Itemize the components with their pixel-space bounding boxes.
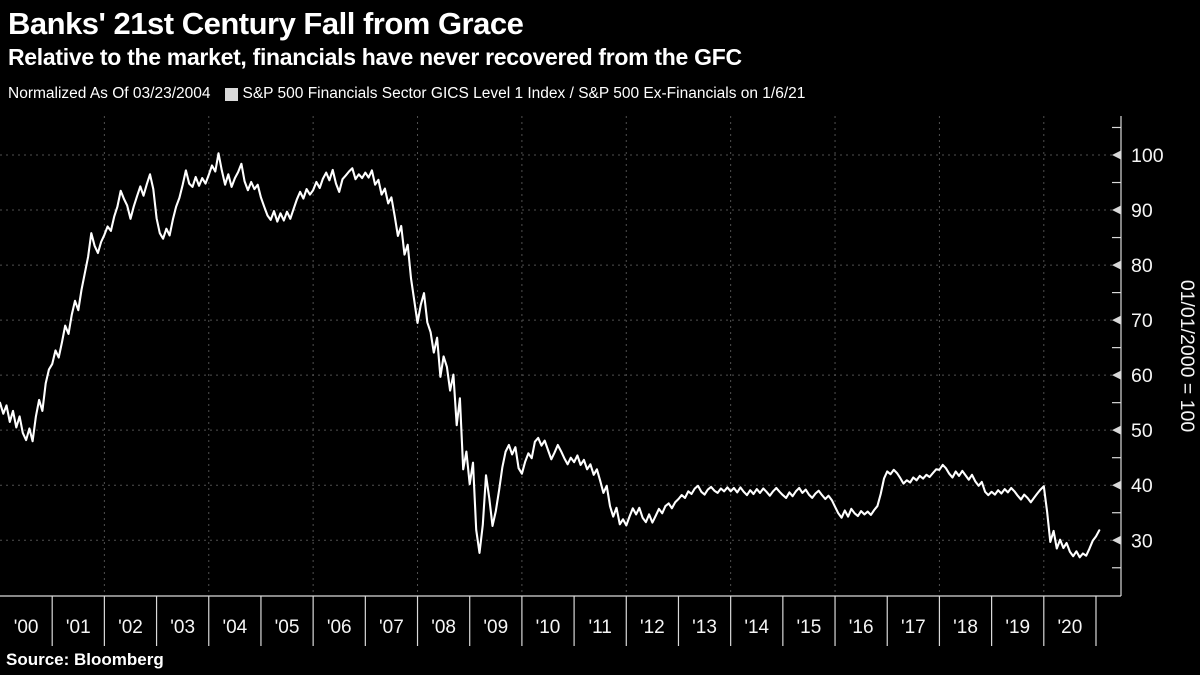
svg-text:'09: '09 [483,617,508,638]
svg-text:50: 50 [1131,420,1153,442]
chart-header: Banks' 21st Century Fall from Grace Rela… [0,0,1200,104]
svg-text:01/01/2000 = 100: 01/01/2000 = 100 [1176,280,1198,433]
svg-text:'18: '18 [953,617,978,638]
source-label: Source: Bloomberg [6,650,164,669]
legend-series-item: S&P 500 Financials Sector GICS Level 1 I… [225,84,805,104]
svg-text:'19: '19 [1005,617,1030,638]
chart-title: Banks' 21st Century Fall from Grace [8,6,524,41]
svg-text:'06: '06 [327,617,352,638]
svg-text:'20: '20 [1058,617,1083,638]
svg-text:90: 90 [1131,200,1153,222]
svg-text:60: 60 [1131,365,1153,387]
svg-text:'03: '03 [170,617,195,638]
svg-text:'02: '02 [118,617,143,638]
legend-series-marker-icon [225,87,239,101]
svg-text:'14: '14 [744,617,769,638]
svg-text:40: 40 [1131,475,1153,497]
svg-text:'15: '15 [797,617,822,638]
legend: Normalized As Of 03/23/2004 S&P 500 Fina… [8,84,1192,104]
svg-text:'11: '11 [589,617,612,638]
svg-text:30: 30 [1131,530,1153,552]
svg-text:'00: '00 [14,617,39,638]
svg-text:'07: '07 [379,617,404,638]
svg-text:'13: '13 [692,617,717,638]
svg-text:'08: '08 [431,617,456,638]
legend-series-label: S&P 500 Financials Sector GICS Level 1 I… [242,85,806,102]
line-chart: '00 '01 '02 '03 '04 '05 '06 '07 '08 '09 '10 '11 '12 '… [0,116,1198,646]
svg-text:'05: '05 [275,617,300,638]
svg-text:'17: '17 [901,617,926,638]
svg-text:'04: '04 [222,617,247,638]
svg-text:'12: '12 [640,617,665,638]
legend-normalized-label: Normalized As Of 03/23/2004 [8,85,211,102]
svg-text:'01: '01 [66,617,91,638]
chart-subtitle: Relative to the market, financials have … [8,44,742,70]
svg-text:70: 70 [1131,310,1153,332]
svg-text:'10: '10 [536,617,561,638]
svg-text:100: 100 [1131,145,1164,167]
svg-text:80: 80 [1131,255,1153,277]
svg-text:'16: '16 [849,617,874,638]
